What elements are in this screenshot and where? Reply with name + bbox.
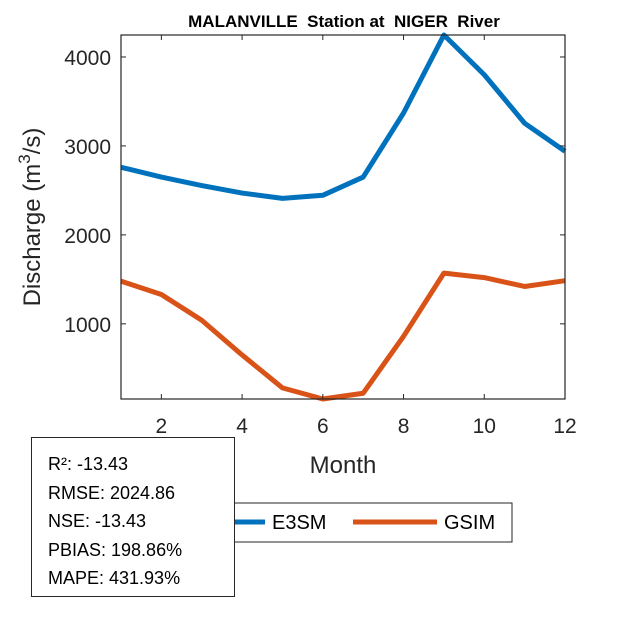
x-tick-label: 4 [236, 415, 248, 438]
x-tick-label: 8 [398, 415, 410, 438]
stat-mape: MAPE: 431.93% [48, 568, 181, 588]
x-tick-label: 10 [473, 415, 496, 438]
axes-box [120, 34, 566, 400]
series-line-gsim [120, 270, 566, 402]
x-axis-label: Month [310, 452, 377, 479]
chart-title: MALANVILLE Station at NIGER River [188, 12, 500, 31]
y-tick-label: 3000 [64, 136, 111, 159]
legend-label-e3sm: E3SM [272, 512, 326, 534]
x-tick-label: 2 [156, 415, 168, 438]
stat-r2: R²: -13.43 [48, 454, 129, 474]
stat-rmse: RMSE: 2024.86 [48, 482, 176, 503]
x-tick-label: 12 [553, 415, 576, 438]
axis-ticks: 2 4 6 8 10 12 1000 2000 3000 4000 [64, 35, 577, 438]
legend: E3SM GSIM [179, 502, 513, 543]
plot-area [121, 35, 565, 399]
y-tick-label: 2000 [64, 225, 111, 248]
y-tick-label: 4000 [64, 47, 111, 70]
x-tick-label: 6 [317, 415, 329, 438]
y-tick-label: 1000 [64, 314, 111, 337]
legend-label-gsim: GSIM [444, 512, 495, 534]
y-axis-label: Discharge (m3/s) [15, 128, 46, 307]
series-line-e3sm [120, 32, 567, 201]
stat-nse: NSE: -13.43 [48, 511, 147, 531]
stat-pbias: PBIAS: 198.86% [48, 539, 183, 560]
stats-box: R²: -13.43 RMSE: 2024.86 NSE: -13.43 PBI… [31, 437, 235, 597]
series-lines [120, 32, 567, 402]
